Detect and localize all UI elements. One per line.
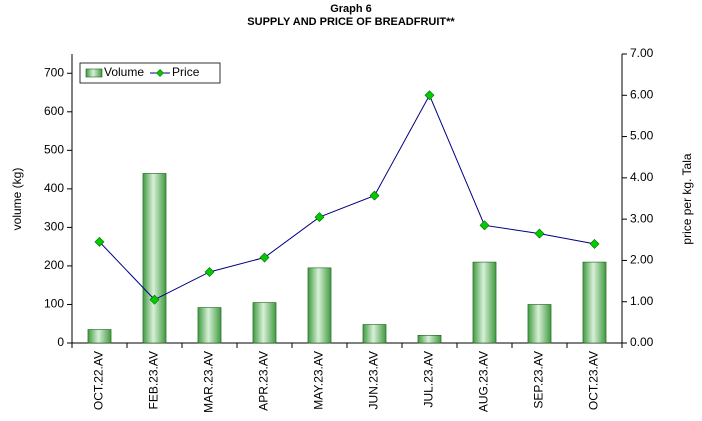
x-tick-label: SEP.23.AV [532,351,546,409]
legend-label: Volume [104,65,144,79]
chart-subtitle: SUPPLY AND PRICE OF BREADFRUIT** [247,16,455,28]
legend-label: Price [172,65,200,79]
bar [582,261,607,344]
x-tick-label: JUN.23.AV [367,351,381,409]
bar [527,304,552,344]
y-tick-label: 300 [44,220,64,234]
y2-tick-label: 0.00 [630,335,654,349]
price-marker [479,220,490,231]
bar [362,324,387,344]
legend-swatch [85,68,103,78]
y-tick-label: 200 [44,258,64,272]
x-tick-label: APR.23.AV [257,351,271,411]
y2-tick-label: 6.00 [630,87,654,101]
y-tick-label: 500 [44,143,64,157]
legend-marker [156,69,164,77]
price-marker [369,190,380,201]
y2-tick-label: 4.00 [630,170,654,184]
y2-tick-label: 2.00 [630,253,654,267]
x-tick-label: FEB.23.AV [147,351,161,409]
bar [472,261,497,344]
bar [252,302,277,344]
bar [197,307,222,344]
y-tick-label: 100 [44,297,64,311]
y-tick-label: 400 [44,181,64,195]
y-tick-label: 600 [44,104,64,118]
y-axis-label: volume (kg) [10,168,24,231]
price-marker [589,238,600,249]
y2-tick-label: 5.00 [630,129,654,143]
legend-box [79,62,221,84]
price-marker [94,236,105,247]
x-tick-label: OCT.23.AV [587,351,601,410]
y-tick-label: 0 [57,335,64,349]
bar [142,173,167,344]
x-tick-label: JUL.23.AV [422,351,436,407]
x-tick-label: OCT.22.AV [92,351,106,410]
price-line [99,94,595,301]
price-marker [149,294,160,305]
price-marker [259,252,270,263]
y-tick-label: 700 [44,65,64,79]
x-tick-label: AUG.23.AV [477,351,491,412]
x-tick-label: MAY.23.AV [312,351,326,410]
price-marker [424,90,435,101]
y2-tick-label: 1.00 [630,294,654,308]
x-tick-label: MAR.23.AV [202,351,216,413]
y2-tick-label: 7.00 [630,46,654,60]
bar [87,329,112,344]
y2-tick-label: 3.00 [630,211,654,225]
price-marker [314,212,325,223]
price-marker [534,228,545,239]
bar [417,334,442,344]
y2-axis-label: price per kg. Tala [680,153,694,244]
price-marker [204,267,215,277]
chart-title: Graph 6 [330,3,372,15]
bar [307,267,332,344]
